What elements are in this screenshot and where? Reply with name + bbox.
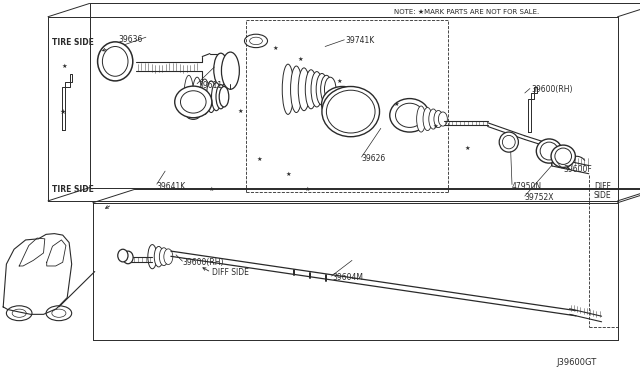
Circle shape xyxy=(394,118,403,123)
Circle shape xyxy=(324,95,334,101)
Text: 39641K: 39641K xyxy=(157,182,186,190)
Text: DIFF: DIFF xyxy=(594,182,611,190)
Ellipse shape xyxy=(206,81,216,112)
Circle shape xyxy=(416,108,425,113)
Ellipse shape xyxy=(551,145,575,167)
Text: ★: ★ xyxy=(465,146,470,151)
Ellipse shape xyxy=(322,86,364,122)
Circle shape xyxy=(179,95,188,100)
Ellipse shape xyxy=(175,86,212,118)
Ellipse shape xyxy=(324,77,336,101)
Circle shape xyxy=(199,104,208,109)
Ellipse shape xyxy=(502,135,515,149)
Circle shape xyxy=(337,113,348,119)
Ellipse shape xyxy=(322,87,380,137)
Text: 39600(RH): 39600(RH) xyxy=(531,85,573,94)
Ellipse shape xyxy=(221,52,239,89)
Ellipse shape xyxy=(216,85,226,109)
Text: TIRE SIDE: TIRE SIDE xyxy=(52,38,94,47)
Ellipse shape xyxy=(311,71,323,107)
Circle shape xyxy=(46,306,72,321)
Text: 39611: 39611 xyxy=(198,81,223,90)
Ellipse shape xyxy=(291,66,302,112)
Ellipse shape xyxy=(282,64,294,115)
Circle shape xyxy=(405,103,414,108)
Ellipse shape xyxy=(438,112,447,126)
Ellipse shape xyxy=(555,148,572,164)
Circle shape xyxy=(416,118,425,123)
Text: 47950N: 47950N xyxy=(512,182,542,190)
Text: ★: ★ xyxy=(257,157,262,163)
Text: 39626: 39626 xyxy=(362,154,386,163)
Text: ★: ★ xyxy=(285,172,291,177)
Ellipse shape xyxy=(429,109,438,129)
Ellipse shape xyxy=(434,110,443,128)
Text: ★: ★ xyxy=(60,109,66,115)
Ellipse shape xyxy=(396,103,424,128)
Ellipse shape xyxy=(417,106,426,132)
Circle shape xyxy=(324,107,334,113)
Text: ★: ★ xyxy=(209,187,214,192)
Circle shape xyxy=(6,306,32,321)
Ellipse shape xyxy=(321,75,332,103)
Ellipse shape xyxy=(148,245,157,269)
Text: 39752X: 39752X xyxy=(525,193,554,202)
Text: ★: ★ xyxy=(61,64,67,70)
Circle shape xyxy=(199,95,208,100)
Circle shape xyxy=(179,104,188,109)
Ellipse shape xyxy=(298,68,310,111)
Ellipse shape xyxy=(390,99,429,132)
Ellipse shape xyxy=(118,249,128,262)
Circle shape xyxy=(12,309,26,317)
Ellipse shape xyxy=(159,248,168,266)
Ellipse shape xyxy=(211,83,221,111)
Text: 39600(RH): 39600(RH) xyxy=(182,258,224,267)
Ellipse shape xyxy=(200,79,210,115)
Text: ★: ★ xyxy=(433,124,438,129)
Text: 39604M: 39604M xyxy=(333,273,364,282)
Ellipse shape xyxy=(316,74,328,105)
Ellipse shape xyxy=(164,249,173,264)
Text: ★: ★ xyxy=(237,109,243,114)
Text: TIRE SIDE: TIRE SIDE xyxy=(52,185,94,194)
Ellipse shape xyxy=(423,108,432,131)
Ellipse shape xyxy=(326,90,375,133)
Circle shape xyxy=(351,95,361,101)
Ellipse shape xyxy=(540,142,558,160)
Text: SIDE: SIDE xyxy=(594,191,612,200)
Ellipse shape xyxy=(214,53,228,86)
Ellipse shape xyxy=(123,251,133,264)
Text: ★: ★ xyxy=(394,102,399,107)
Text: 39741K: 39741K xyxy=(346,36,375,45)
Text: 39636: 39636 xyxy=(118,35,143,44)
Circle shape xyxy=(250,37,262,45)
Ellipse shape xyxy=(180,91,206,113)
Circle shape xyxy=(351,107,361,113)
Text: ★: ★ xyxy=(305,187,310,192)
Circle shape xyxy=(52,309,66,317)
Ellipse shape xyxy=(184,75,193,118)
Text: ★: ★ xyxy=(273,46,278,51)
Circle shape xyxy=(189,109,198,114)
Ellipse shape xyxy=(305,70,317,109)
Ellipse shape xyxy=(328,92,357,117)
Ellipse shape xyxy=(536,139,562,163)
Ellipse shape xyxy=(102,46,128,76)
Ellipse shape xyxy=(154,247,163,267)
Circle shape xyxy=(244,34,268,48)
Ellipse shape xyxy=(192,77,202,116)
Circle shape xyxy=(394,108,403,113)
Circle shape xyxy=(189,90,198,95)
Text: 39600F: 39600F xyxy=(563,165,592,174)
Text: J39600GT: J39600GT xyxy=(557,358,597,367)
Ellipse shape xyxy=(499,132,518,152)
Circle shape xyxy=(337,89,348,95)
Circle shape xyxy=(405,123,414,128)
Ellipse shape xyxy=(219,86,229,107)
Text: ★: ★ xyxy=(298,57,303,62)
Text: DIFF SIDE: DIFF SIDE xyxy=(212,268,250,277)
Ellipse shape xyxy=(97,42,133,81)
Text: ★: ★ xyxy=(337,79,342,84)
Text: NOTE: ★MARK PARTS ARE NOT FOR SALE.: NOTE: ★MARK PARTS ARE NOT FOR SALE. xyxy=(394,9,539,15)
